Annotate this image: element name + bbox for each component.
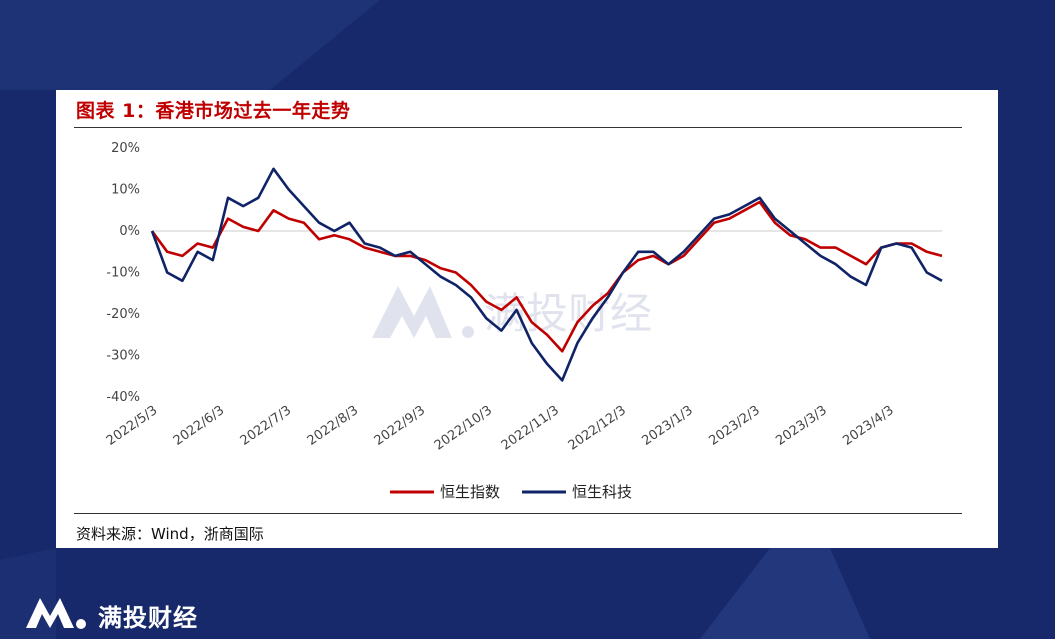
x-tick-label: 2022/7/3 <box>238 403 294 449</box>
x-tick-label: 2023/2/3 <box>706 403 762 449</box>
source-divider <box>74 513 962 514</box>
chart-card: 图表 1：香港市场过去一年走势 满投财经 20% 10% 0% -10% -20% -30… <box>56 90 998 548</box>
line-chart: 满投财经 20%10%0%-10%-20%-30%-40% 2022/5/3 20… <box>104 141 943 501</box>
y-tick-label: 20% <box>111 141 140 156</box>
legend-label-hstech: 恒生科技 <box>572 483 632 501</box>
x-tick-label: 2022/5/3 <box>104 403 160 449</box>
x-tick-label: 2022/6/3 <box>171 403 227 449</box>
legend: 恒生指数 恒生科技 <box>390 483 632 501</box>
chart-title: 图表 1：香港市场过去一年走势 <box>76 100 351 122</box>
y-tick-label: -40% <box>106 390 140 405</box>
x-tick-label: 2022/8/3 <box>305 403 361 449</box>
x-tick-label: 2022/12/3 <box>566 403 629 454</box>
bg-triangle-bottom <box>700 548 870 639</box>
y-tick-label: 10% <box>111 183 140 198</box>
watermark: 满投财经 <box>372 286 652 338</box>
x-tick-label: 2022/11/3 <box>499 403 562 454</box>
y-tick-label: -10% <box>106 266 140 281</box>
watermark-text: 满投财经 <box>484 289 652 338</box>
x-tick-label: 2023/1/3 <box>639 403 695 449</box>
legend-label-hsi: 恒生指数 <box>440 483 500 501</box>
x-tick-label: 2023/4/3 <box>840 403 896 449</box>
watermark-logo-icon <box>372 286 452 338</box>
x-axis: 2022/5/3 2022/6/3 2022/7/3 2022/8/3 2022/9/3… <box>104 403 897 454</box>
series-lines <box>150 167 943 382</box>
x-tick-label: 2022/9/3 <box>372 403 428 449</box>
x-tick-label: 2023/3/3 <box>773 403 829 449</box>
series-line-hstech <box>150 167 943 382</box>
y-tick-label: -20% <box>106 307 140 322</box>
y-tick-label: 0% <box>119 224 140 239</box>
brand-name: 满投财经 <box>98 604 198 632</box>
y-tick-label: -30% <box>106 349 140 364</box>
bg-triangle-left <box>0 548 56 639</box>
source-note: 资料来源：Wind，浙商国际 <box>76 525 264 543</box>
title-divider <box>74 127 962 128</box>
series-line-hsi <box>150 200 943 353</box>
bg-triangle-top <box>0 0 380 90</box>
manTou-logo-icon <box>26 598 86 629</box>
y-axis: 20% 10% 0% -10% -20% -30% -40% <box>106 141 942 405</box>
x-tick-label: 2022/10/3 <box>432 403 495 454</box>
